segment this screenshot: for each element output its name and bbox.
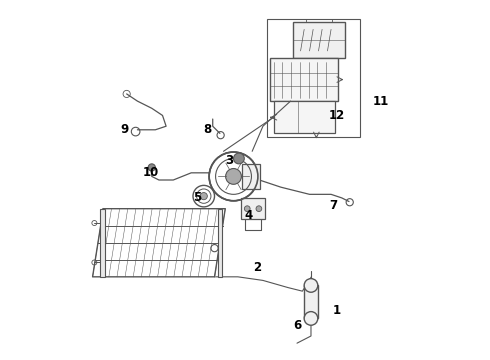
Circle shape	[304, 312, 318, 325]
Circle shape	[234, 153, 245, 164]
Text: 12: 12	[328, 109, 344, 122]
Text: 3: 3	[225, 154, 233, 167]
Text: 10: 10	[143, 166, 159, 179]
Bar	[267, 19, 360, 137]
Bar	[218, 209, 222, 277]
Bar	[243, 164, 260, 189]
Circle shape	[209, 152, 258, 201]
Bar	[274, 101, 335, 134]
Text: 2: 2	[253, 261, 262, 274]
Text: 6: 6	[293, 319, 301, 332]
Text: 1: 1	[332, 305, 341, 318]
Text: 8: 8	[203, 123, 212, 136]
Circle shape	[225, 168, 242, 184]
Bar	[270, 58, 338, 101]
Circle shape	[148, 164, 155, 171]
Bar	[100, 209, 105, 277]
Circle shape	[245, 206, 250, 212]
Polygon shape	[93, 209, 225, 277]
Text: 7: 7	[329, 199, 337, 212]
Text: 4: 4	[245, 210, 253, 222]
Bar	[304, 285, 318, 319]
Text: 9: 9	[121, 123, 129, 136]
Bar	[294, 22, 345, 58]
Circle shape	[304, 279, 318, 292]
Circle shape	[193, 185, 215, 207]
Circle shape	[200, 193, 207, 200]
Circle shape	[256, 206, 262, 212]
Bar	[242, 198, 265, 220]
Text: 11: 11	[373, 95, 390, 108]
Text: 5: 5	[194, 192, 202, 204]
